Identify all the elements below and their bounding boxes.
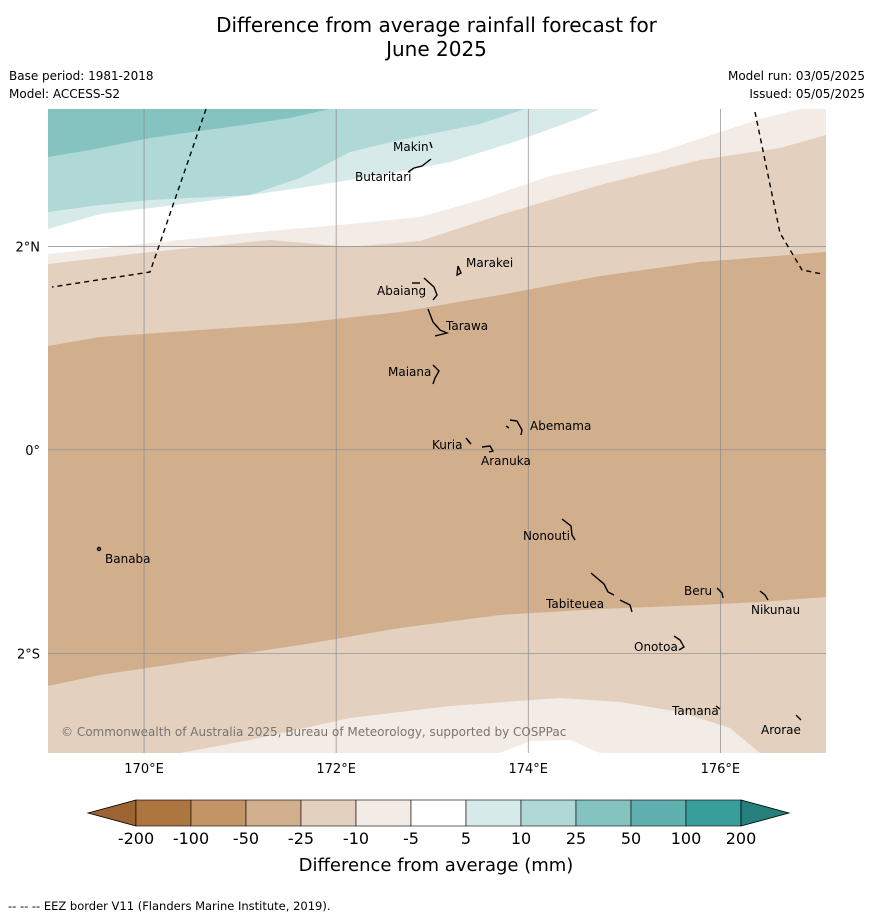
maiana-outline	[432, 364, 440, 385]
colorbar: -200 -100 -50 -25 -10 -5 5 10 25 50 100 200	[86, 799, 791, 848]
lat-label: 2°N	[16, 240, 41, 255]
colorbar-swatch	[575, 799, 632, 827]
island-label-beru: Beru	[684, 584, 712, 598]
colorbar-tick-label: -100	[173, 829, 209, 848]
abemama-outline	[509, 419, 523, 436]
colorbar-extend-low	[86, 799, 137, 827]
band-minus-5-south	[500, 740, 600, 753]
colorbar-swatch	[300, 799, 357, 827]
copyright-notice: © Commonwealth of Australia 2025, Bureau…	[61, 725, 566, 739]
colorbar-tick-label: -10	[343, 829, 369, 848]
issued-date: Issued: 05/05/2025	[749, 87, 865, 101]
arorae-outline	[795, 714, 802, 721]
island-label-maiana: Maiana	[388, 365, 431, 379]
island-label-butaritari: Butaritari	[355, 170, 412, 184]
onotoa-outline	[673, 635, 685, 651]
eez-border-east	[754, 111, 823, 275]
aranuka-outline	[481, 445, 495, 453]
eez-border-west	[51, 108, 207, 288]
lat-label: 0°	[25, 444, 40, 459]
colorbar-tick-label: 25	[566, 829, 586, 848]
lon-label: 176°E	[701, 762, 741, 777]
chart-title: Difference from average rainfall forecas…	[0, 13, 873, 61]
island-label-banaba: Banaba	[105, 552, 151, 566]
band-plus-25	[48, 109, 330, 157]
island-label-kuria: Kuria	[432, 438, 463, 452]
island-label-nonouti: Nonouti	[523, 529, 570, 543]
island-outlines	[96, 141, 802, 721]
colorbar-swatch	[630, 799, 687, 827]
model-name: Model: ACCESS-S2	[9, 87, 121, 101]
colorbar-swatch	[190, 799, 247, 827]
island-label-abaiang: Abaiang	[377, 284, 426, 298]
tabiteuea-outline-south	[619, 599, 633, 613]
beru-outline	[716, 587, 724, 599]
colorbar-tick-label: -50	[233, 829, 259, 848]
island-label-arorae: Arorae	[761, 723, 801, 737]
makin-outline	[429, 141, 433, 149]
island-label-nikunau: Nikunau	[751, 603, 800, 617]
colorbar-tick-label: 200	[726, 829, 757, 848]
lon-label: 172°E	[316, 762, 356, 777]
island-label-abemama: Abemama	[530, 419, 591, 433]
colorbar-title: Difference from average (mm)	[299, 855, 574, 876]
island-label-marakei: Marakei	[466, 256, 513, 270]
island-label-aranuka: Aranuka	[481, 454, 531, 468]
meta-right: Model run: 03/05/2025 Issued: 05/05/2025	[728, 67, 865, 103]
colorbar-tick-label: -25	[288, 829, 314, 848]
colorbar-swatch	[135, 799, 192, 827]
eez-border	[51, 108, 823, 288]
island-label-tabiteuea: Tabiteuea	[545, 597, 604, 611]
title-line-2: June 2025	[386, 37, 487, 61]
colorbar-swatch	[355, 799, 412, 827]
tabiteuea-outline-north	[590, 572, 615, 596]
abaiang-outline	[423, 277, 438, 301]
title-line-1: Difference from average rainfall forecas…	[216, 13, 657, 37]
island-labels: Makin Butaritari Marakei Abaiang Tarawa Maian…	[105, 140, 801, 737]
colorbar-swatch	[245, 799, 302, 827]
colorbar-tick-label: -200	[118, 829, 154, 848]
colorbar-tick-label: 10	[511, 829, 531, 848]
colorbar-extend-high	[740, 799, 791, 827]
island-label-onotoa: Onotoa	[634, 640, 678, 654]
eez-footnote: -- -- -- EEZ border V11 (Flanders Marine…	[8, 899, 331, 913]
colorbar-swatch	[410, 799, 467, 827]
kuria-outline	[465, 437, 472, 445]
banaba-outline	[96, 546, 102, 552]
colorbar-swatch	[685, 799, 742, 827]
model-run: Model run: 03/05/2025	[727, 69, 865, 83]
butaritari-outline	[407, 158, 432, 173]
marakei-outline	[456, 265, 462, 277]
colorbar-tick-label: 5	[461, 829, 471, 848]
abemama-outline-2	[505, 425, 510, 429]
nonouti-outline	[561, 518, 576, 541]
gridlines	[48, 109, 826, 753]
island-label-tarawa: Tarawa	[445, 319, 488, 333]
nikunau-outline	[759, 590, 769, 601]
island-label-makin: Makin	[393, 140, 429, 154]
band-minus-10-south	[180, 698, 760, 753]
lon-label: 174°E	[508, 762, 548, 777]
colorbar-tick-label: 100	[671, 829, 702, 848]
colorbar-tick-label: 50	[621, 829, 641, 848]
lat-label: 2°S	[17, 647, 40, 662]
colorbar-tick-label: -5	[403, 829, 419, 848]
colorbar-swatch	[520, 799, 577, 827]
tamana-outline	[715, 705, 721, 710]
lon-label: 170°E	[124, 762, 164, 777]
colorbar-swatch	[465, 799, 522, 827]
axis-labels: 170°E 172°E 174°E 176°E 2°N 0° 2°S	[16, 240, 741, 777]
base-period: Base period: 1981-2018	[9, 69, 154, 83]
tarawa-outline	[427, 308, 450, 337]
island-label-tamana: Tamana	[671, 704, 719, 718]
meta-left: Base period: 1981-2018 Model: ACCESS-S2	[9, 67, 154, 103]
map-fill	[48, 109, 826, 753]
